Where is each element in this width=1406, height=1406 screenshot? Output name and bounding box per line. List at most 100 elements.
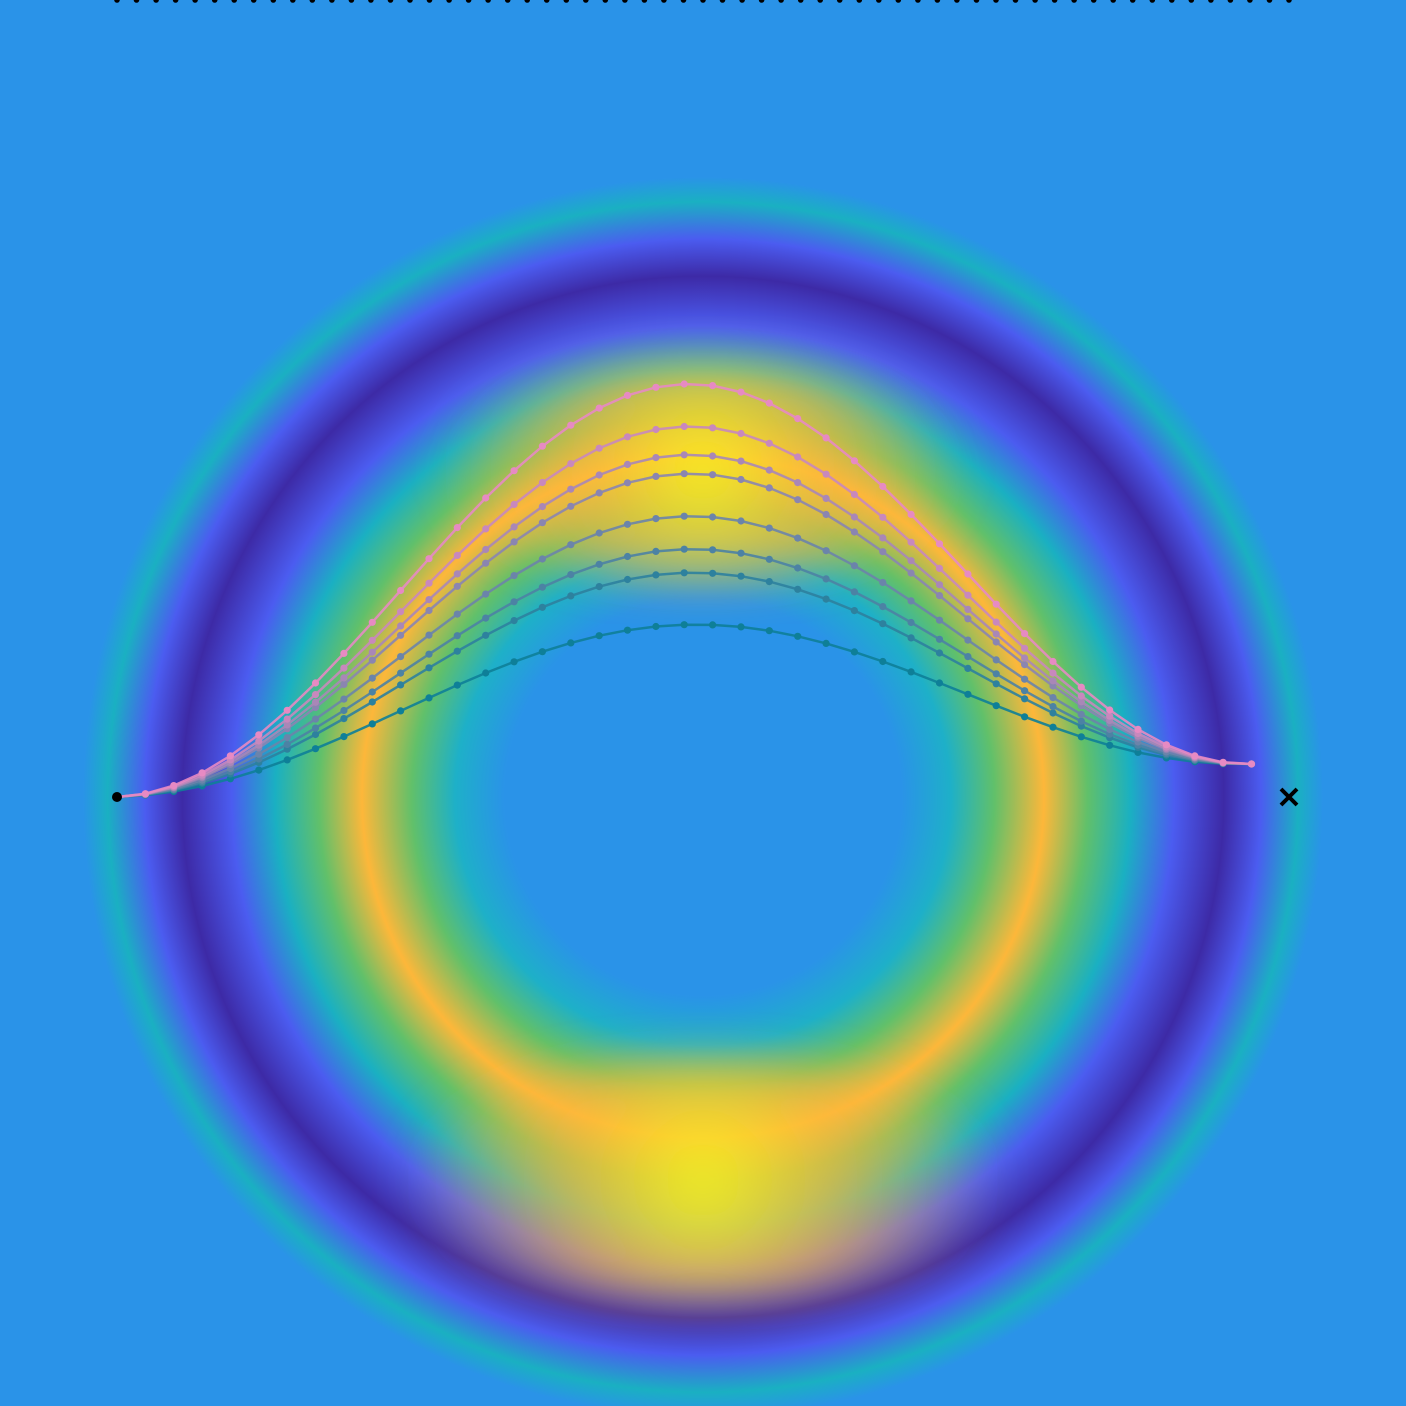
iterate-path-3-point	[879, 603, 887, 611]
iterate-path-3-point	[935, 635, 944, 643]
iterate-path-8-point	[425, 555, 433, 563]
iterate-path-6-point	[425, 596, 433, 604]
iterate-path-3-point	[453, 632, 461, 640]
iterate-path-3-point	[538, 583, 547, 591]
iterate-path-6-point	[311, 698, 320, 706]
iterate-path-7-point	[510, 500, 518, 508]
iterate-path-5-point	[879, 548, 887, 556]
heatmap-hotspot-bottom	[403, 1060, 1003, 1300]
iterate-path-6-point	[1021, 654, 1029, 662]
iterate-path-8-point	[794, 415, 802, 423]
heatmap-hotspot-top	[443, 360, 963, 580]
iterate-path-8-point	[255, 731, 263, 739]
iterate-path-5-point	[737, 475, 745, 484]
iterate-path-8-point	[368, 618, 376, 626]
main-path-point	[836, 0, 843, 3]
iterate-path-7-point	[964, 591, 972, 599]
iterate-path-7-point	[765, 439, 773, 447]
iterate-path-6-point	[1049, 677, 1057, 685]
iterate-path-8-point	[850, 457, 859, 465]
iterate-path-6-point	[453, 570, 461, 578]
iterate-path-5-point	[397, 631, 405, 639]
main-path-point	[895, 0, 902, 3]
iterate-path-6-point	[879, 534, 887, 542]
iterate-path-3-point	[907, 618, 915, 627]
iterate-path-6-point	[397, 622, 405, 630]
iterate-path-3-point	[340, 706, 348, 715]
main-path-point	[211, 0, 218, 3]
iterate-path-5-point	[935, 592, 944, 600]
iterate-path-5-point	[680, 470, 688, 478]
iterate-path-3-point	[595, 560, 603, 568]
iterate-path-7-point	[850, 490, 859, 499]
iterate-path-1-point	[1106, 741, 1114, 749]
iterate-path-8-point	[482, 494, 490, 502]
iterate-path-4-point	[311, 715, 320, 723]
main-path-point	[153, 0, 159, 3]
iterate-path-8-point	[1162, 741, 1170, 749]
main-path-point	[1012, 0, 1019, 3]
main-path-point	[270, 0, 277, 3]
iterate-path-7-point	[311, 691, 320, 699]
iterate-path-2-point	[907, 634, 915, 642]
iterate-path-2-point	[340, 715, 348, 723]
iterate-path-3-point	[1021, 687, 1029, 695]
main-path-point	[817, 0, 823, 3]
iterate-path-2-point	[680, 569, 688, 577]
iterate-path-2-point	[567, 592, 575, 600]
iterate-path-7-point	[794, 453, 802, 461]
iterate-path-1-point	[397, 707, 405, 715]
iterate-path-4-point	[1021, 675, 1029, 683]
iterate-path-1-point	[567, 639, 575, 647]
iterate-path-7-point	[1049, 669, 1057, 677]
iterate-path-3-point	[737, 549, 745, 557]
iterate-path-5-point	[368, 656, 376, 664]
main-path-point	[504, 0, 511, 3]
iterate-path-4-point	[907, 597, 915, 605]
iterate-path-3-point	[709, 546, 717, 554]
iterate-path-3-point	[510, 598, 518, 606]
iterate-path-4-point	[879, 578, 887, 587]
main-path-point	[680, 0, 687, 3]
main-path-point	[563, 0, 570, 3]
iterate-path-1-point	[425, 694, 433, 702]
iterate-path-7-point	[340, 664, 348, 672]
iterate-path-4-point	[1077, 710, 1085, 719]
iterate-path-1-point	[1021, 713, 1029, 721]
iterate-path-4-point	[709, 513, 717, 521]
iterate-path-8-point	[1106, 706, 1114, 714]
iterate-path-1-point	[737, 623, 745, 631]
iterate-path-1-point	[652, 622, 660, 631]
iterate-path-6-point	[623, 460, 632, 468]
iterate-path-1-point	[709, 621, 717, 629]
main-path-point	[641, 0, 648, 3]
iterate-path-7-point	[595, 444, 603, 452]
iterate-path-8-point	[680, 380, 688, 388]
iterate-path-5-point	[340, 680, 348, 689]
iterate-path-8-point	[879, 482, 887, 491]
main-path-point	[1247, 0, 1253, 3]
iterate-path-8-point	[1191, 752, 1199, 760]
iterate-path-8-point	[311, 679, 320, 687]
iterate-path-7-point	[1021, 644, 1029, 652]
iterate-path-3-point	[368, 688, 376, 696]
iterate-path-6-point	[907, 557, 915, 565]
iterate-path-3-point	[765, 555, 773, 563]
main-path-point	[231, 0, 237, 3]
iterate-path-4-point	[425, 631, 433, 639]
iterate-path-2-point	[595, 583, 603, 591]
iterate-path-4-point	[794, 534, 802, 542]
iterate-path-8-point	[141, 790, 149, 798]
end-marker	[1279, 787, 1299, 807]
iterate-path-8-point	[283, 706, 291, 714]
iterate-path-2-point	[368, 698, 376, 706]
iterate-path-3-point	[567, 571, 575, 579]
iterate-path-4-point	[510, 572, 518, 580]
main-path-point	[719, 0, 726, 3]
main-path-point	[1208, 0, 1214, 3]
iterate-path-2-point	[964, 664, 972, 673]
main-path-point	[1227, 0, 1234, 3]
iterate-path-3-point	[850, 588, 859, 596]
iterate-path-5-point	[538, 519, 547, 527]
iterate-path-4-point	[538, 555, 547, 563]
